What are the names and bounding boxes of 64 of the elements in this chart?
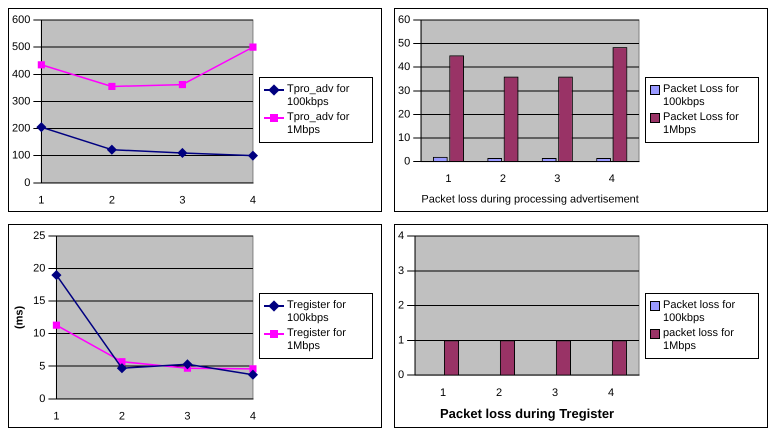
point [178,81,186,88]
legend-label: Packet Loss for 100kbps [663,83,740,109]
y-tick-label: 200 [12,122,30,135]
y-tick-label: 20 [33,262,46,275]
x-tick-label: 3 [554,173,560,186]
point [36,122,46,132]
y-tick-label: 400 [12,68,30,80]
y-tick-label: 0 [398,369,404,382]
x-tick-label: 1 [53,410,60,422]
x-tick-label: 2 [118,410,125,422]
point [118,358,126,366]
point [248,370,258,380]
point [52,322,60,329]
y-tick-label: 0 [404,156,410,168]
y-tick-label: 60 [398,14,410,26]
y-tick-label: 500 [12,41,30,54]
y-tick-label: 0 [24,176,30,189]
y-tick-label: 2 [398,300,404,312]
y-tick-label: 50 [398,38,410,50]
point [249,44,257,51]
point [38,61,45,68]
x-tick-label: 3 [179,194,186,206]
legend-label: Tregister for 100kbps [287,299,347,325]
x-tick-label: 4 [250,410,256,422]
y-tick-label: 15 [33,295,46,308]
y-axis-title: (ms) [14,305,26,330]
x-tick-label: 2 [500,173,506,186]
point [178,148,188,158]
y-tick-label: 4 [398,230,404,242]
point [108,82,116,90]
y-tick-label: 600 [12,14,30,26]
point [117,363,127,373]
x-tick-label: 4 [608,386,614,399]
x-tick-label: 4 [250,194,256,206]
y-tick-label: 20 [398,108,410,120]
point [182,360,192,370]
y-tick-label: 5 [39,360,46,372]
y-tick-label: 40 [398,61,410,74]
y-tick-label: 0 [39,392,46,405]
x-tick-label: 1 [445,173,452,186]
y-tick-label: 1 [398,334,404,346]
legend-label: Tregister for 1Mbps [287,327,347,353]
x-tick-label: 4 [608,173,615,186]
x-tick-label: 1 [440,386,446,399]
x-tick-label: 2 [108,194,115,206]
y-tick-label: 100 [12,150,30,162]
y-tick-label: 10 [398,132,410,144]
legend-label: Packet Loss for 1Mbps [663,111,740,137]
y-tick-label: 10 [33,328,46,340]
y-tick-label: 30 [398,84,410,97]
legend-label: Tpro_adv for 1Mbps [287,111,350,137]
legend-label: packet loss for 1Mbps [663,327,735,353]
y-tick-label: 25 [33,230,46,242]
x-axis-title: Packet loss during processing advertisement [421,193,639,206]
point [248,150,258,160]
y-tick-label: 3 [398,264,404,277]
point [107,144,117,154]
y-tick-label: 300 [12,95,30,108]
point [52,270,62,280]
x-tick-label: 3 [184,410,190,422]
x-tick-label: 3 [552,386,558,399]
legend-label: Tpro_adv for 100kbps [287,83,350,109]
x-axis-title: Packet loss during Tregister [440,406,614,421]
x-tick-label: 2 [496,386,502,399]
